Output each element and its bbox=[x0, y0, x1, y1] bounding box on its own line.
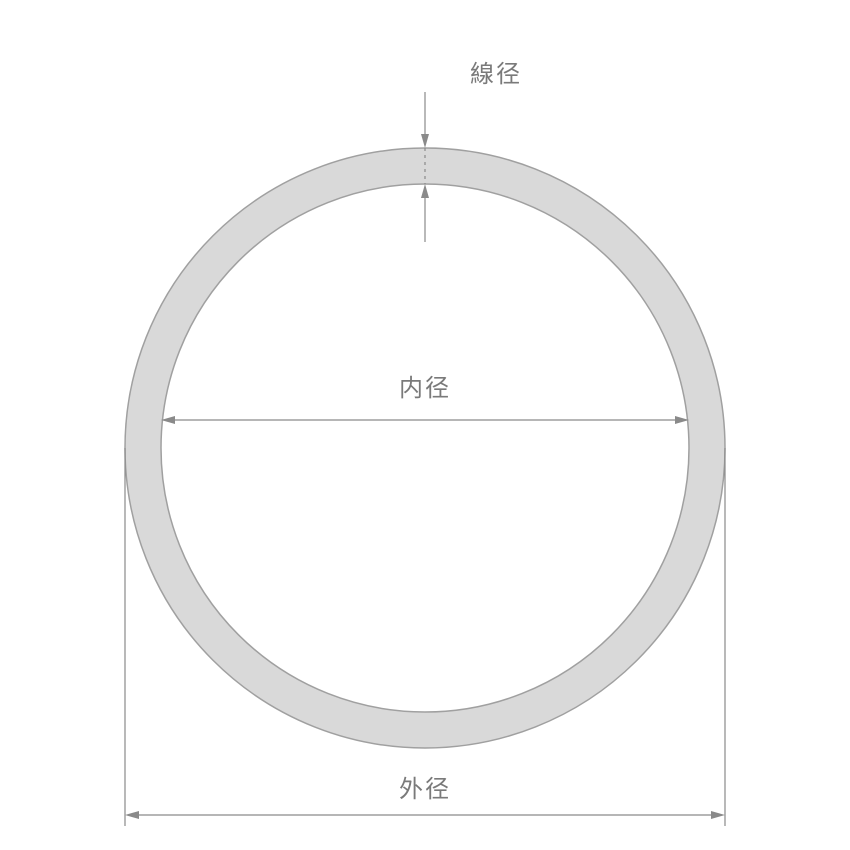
inner-diameter-label: 内径 bbox=[399, 375, 451, 402]
outer-diameter-label: 外径 bbox=[399, 776, 451, 803]
wire-diameter-label: 線径 bbox=[470, 61, 522, 88]
ring-dimension-diagram: 線径内径外径 bbox=[0, 0, 850, 850]
